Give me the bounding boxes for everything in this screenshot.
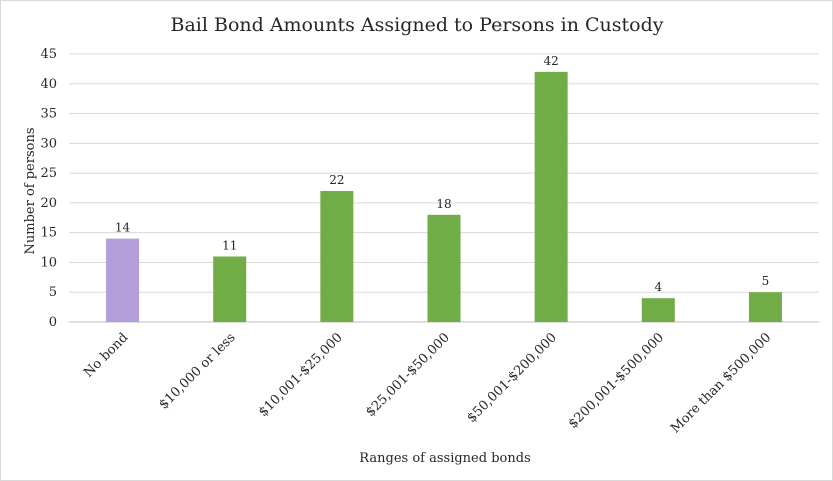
y-tick-label: 25 (40, 166, 57, 181)
bar (213, 256, 247, 322)
x-axis-label: Ranges of assigned bonds (359, 451, 530, 466)
y-tick-label: 20 (40, 196, 57, 211)
y-tick-label: 10 (40, 255, 57, 270)
bar (106, 238, 140, 322)
x-category-label: More than $500,000 (668, 330, 774, 436)
y-tick-label: 5 (49, 285, 57, 300)
x-category-label: $10,000 or less (156, 330, 238, 412)
y-tick-label: 40 (40, 77, 57, 92)
data-labels: 14 11 22 18 42 4 5 (115, 54, 769, 294)
data-label: 14 (115, 221, 131, 235)
y-tick-label: 15 (40, 226, 57, 241)
data-label: 42 (544, 54, 559, 68)
data-label: 11 (222, 238, 237, 252)
y-tick-label: 0 (49, 315, 57, 330)
bars (106, 71, 782, 322)
y-tick-label: 35 (40, 107, 57, 122)
x-category-label: $50,001-$200,000 (464, 330, 560, 426)
x-category-label: $25,001-$50,000 (363, 330, 453, 420)
x-axis-categories: No bond $10,000 or less $10,001-$25,000 $25… (81, 330, 774, 436)
data-label: 22 (329, 173, 344, 187)
x-category-label: No bond (81, 330, 131, 380)
bar (748, 292, 782, 322)
data-label: 4 (654, 280, 662, 294)
x-category-label: $10,001-$25,000 (256, 330, 346, 420)
bar (427, 214, 461, 322)
bar (534, 71, 568, 322)
y-axis-ticks: 0 5 10 15 20 25 30 35 40 45 (40, 47, 57, 330)
y-tick-label: 30 (40, 136, 57, 151)
x-category-label: $200,001-$500,000 (566, 330, 667, 431)
bar (320, 190, 354, 322)
chart-title: Bail Bond Amounts Assigned to Persons in… (171, 14, 664, 36)
gridlines (69, 53, 819, 323)
data-label: 5 (762, 274, 770, 288)
data-label: 18 (436, 197, 451, 211)
y-tick-label: 45 (40, 47, 57, 62)
y-axis-label: Number of persons (23, 128, 38, 255)
bar (641, 298, 675, 322)
